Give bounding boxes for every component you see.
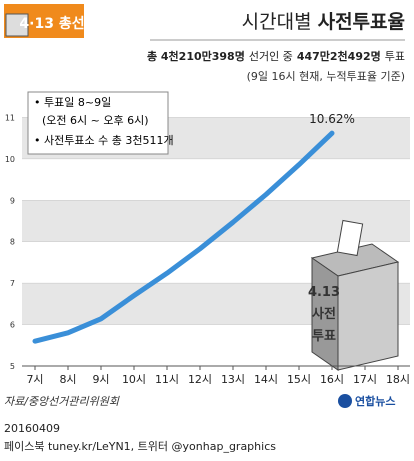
note: (9일 16시 현재, 누적투표율 기준) bbox=[247, 69, 405, 83]
info-text: 투표일 8~9일 bbox=[44, 95, 111, 109]
ballot-box: 4.13 사전 투표 bbox=[308, 219, 400, 371]
info-text: (오전 6시 ~ 오후 6시) bbox=[42, 114, 149, 127]
subtitle-part: 선거인 중 bbox=[249, 50, 293, 63]
subtitle-part: 447만2천492명 bbox=[297, 49, 381, 63]
x-tick-label: 16시 bbox=[320, 373, 344, 386]
x-tick-label: 13시 bbox=[221, 373, 245, 386]
y-tick-label: 8 bbox=[10, 238, 15, 247]
info: • 투표일 8~9일 bbox=[34, 95, 111, 109]
x-tick-label: 7시 bbox=[26, 373, 43, 386]
logo-mark bbox=[338, 394, 352, 408]
footer: 페이스북 tuney.kr/LeYN1, 트위터 @yonhap_graphic… bbox=[4, 440, 276, 453]
data-line bbox=[32, 130, 335, 344]
logo: 연합뉴스 bbox=[355, 394, 395, 408]
illustration-text: 4.13 bbox=[308, 285, 340, 300]
info-text: 사전투표소 수 총 3천511개 bbox=[44, 133, 174, 147]
x-tick-label: 15시 bbox=[287, 373, 311, 386]
date: 20160409 bbox=[4, 422, 60, 435]
y-tick-label: 10 bbox=[5, 155, 15, 164]
y-tick-label: 6 bbox=[10, 321, 15, 330]
y-tick-label: 7 bbox=[10, 279, 15, 288]
y-tick-label: 5 bbox=[10, 362, 15, 371]
x-tick-label: 11시 bbox=[155, 373, 179, 386]
badge: 4·13 총선 bbox=[19, 16, 84, 32]
value-label: 10.62% bbox=[309, 112, 355, 126]
x-tick-label: 14시 bbox=[254, 373, 278, 386]
subtitle-part: 총 4천210만398명 bbox=[147, 49, 245, 63]
subtitle-part: 투표 bbox=[385, 50, 405, 63]
subtitle: 총 4천210만398명 선거인 중 447만2천492명 투표 bbox=[147, 49, 405, 63]
info-box bbox=[27, 91, 169, 155]
x-tick-label: 12시 bbox=[188, 373, 212, 386]
x-tick-label: 17시 bbox=[353, 373, 377, 386]
x-tick-label: 9시 bbox=[92, 373, 109, 386]
x-tick-label: 18시 bbox=[386, 373, 410, 386]
badge-box bbox=[5, 13, 29, 37]
y-tick-label: 11 bbox=[5, 113, 15, 122]
illustration-text: 투표 bbox=[312, 329, 336, 344]
illustration-text: 사전 bbox=[312, 306, 336, 322]
title-bold: 사전투표율 bbox=[318, 11, 405, 33]
title-normal: 시간대별 bbox=[242, 11, 312, 33]
x-tick-label: 8시 bbox=[59, 373, 76, 386]
x-tick-label: 10시 bbox=[122, 373, 146, 386]
info: • 사전투표소 수 총 3천511개 bbox=[34, 133, 174, 147]
source: 자료/중앙선거관리위원회 bbox=[4, 395, 120, 408]
chart-title: 시간대별 사전투표율 bbox=[242, 11, 405, 33]
y-tick-label: 9 bbox=[10, 196, 15, 205]
